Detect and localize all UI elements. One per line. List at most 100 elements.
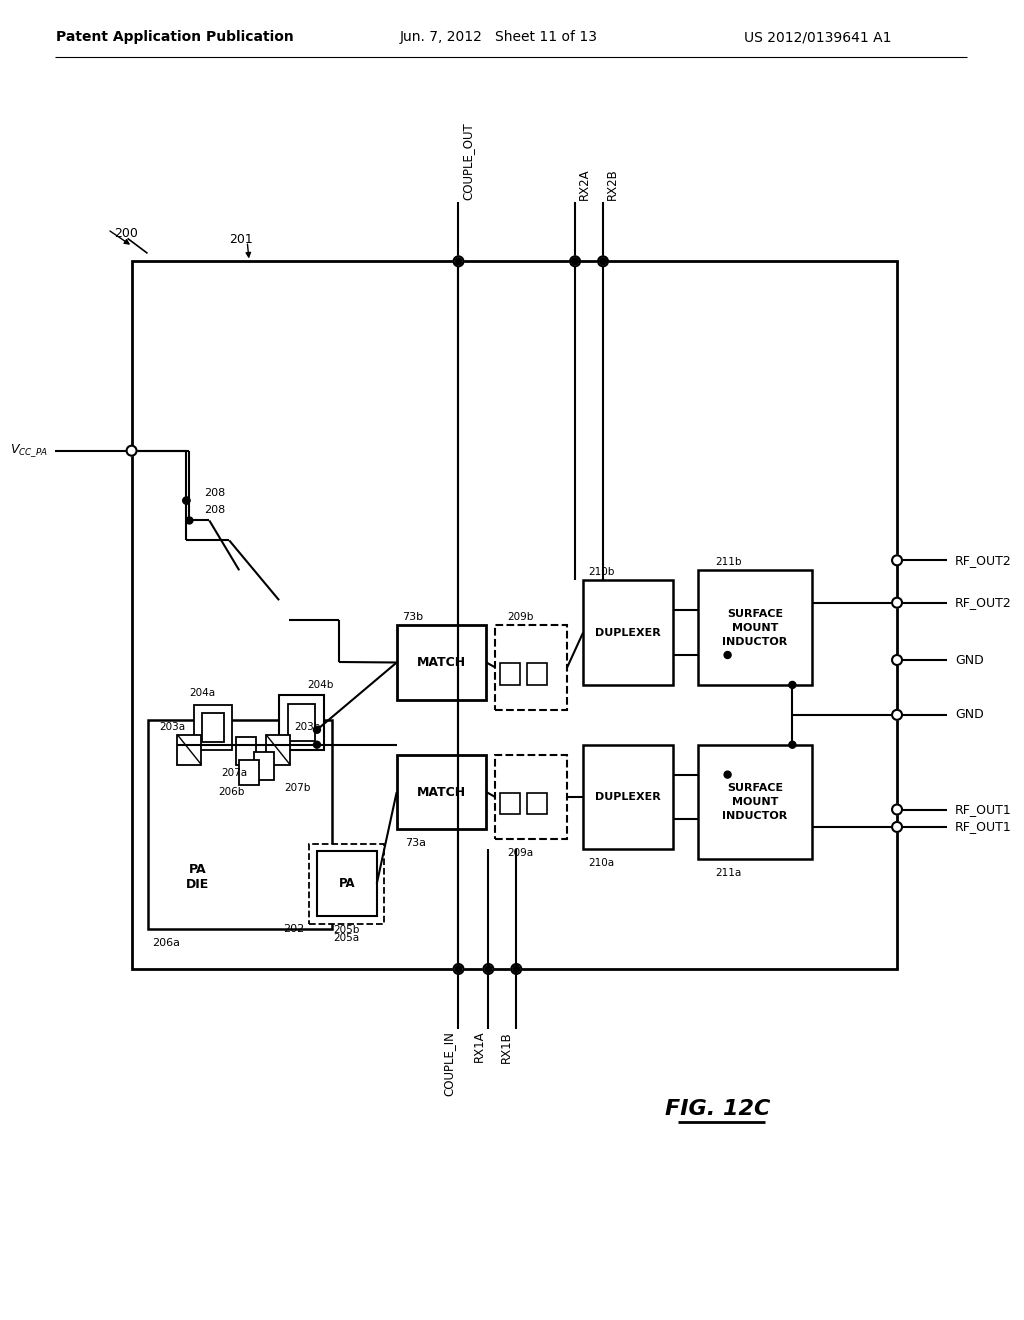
Text: MATCH: MATCH	[417, 785, 466, 799]
Bar	[583, 744, 673, 849]
Text: 205b: 205b	[334, 925, 360, 935]
Text: 206b: 206b	[218, 787, 245, 796]
Bar	[147, 719, 332, 929]
Text: 204a: 204a	[189, 688, 215, 698]
Text: 73b: 73b	[401, 612, 423, 622]
Circle shape	[788, 681, 796, 689]
Text: RX1A: RX1A	[472, 1031, 485, 1063]
Text: 210b: 210b	[588, 568, 614, 577]
Text: COUPLE_OUT: COUPLE_OUT	[462, 121, 474, 199]
Text: PA: PA	[339, 878, 355, 890]
Text: RF_OUT2: RF_OUT2	[954, 597, 1012, 610]
Circle shape	[892, 710, 902, 719]
Circle shape	[513, 965, 520, 973]
Circle shape	[454, 964, 464, 974]
Text: DIE: DIE	[185, 878, 209, 891]
Circle shape	[455, 257, 462, 265]
Circle shape	[313, 742, 321, 748]
Text: 207a: 207a	[221, 768, 247, 777]
Circle shape	[313, 726, 321, 733]
Circle shape	[571, 257, 579, 265]
Circle shape	[598, 256, 608, 267]
Bar	[177, 735, 202, 764]
Text: 208: 208	[205, 506, 225, 516]
Bar	[195, 705, 232, 750]
Text: 205a: 205a	[333, 933, 359, 942]
Text: GND: GND	[954, 653, 984, 667]
Circle shape	[183, 498, 189, 504]
Text: US 2012/0139641 A1: US 2012/0139641 A1	[743, 30, 891, 44]
Circle shape	[483, 964, 494, 974]
Text: 211b: 211b	[716, 557, 742, 568]
Bar	[527, 792, 547, 814]
Text: FIG. 12C: FIG. 12C	[665, 1098, 770, 1118]
Bar	[501, 792, 520, 814]
Text: 206a: 206a	[153, 939, 180, 948]
Circle shape	[186, 517, 193, 524]
Circle shape	[724, 771, 731, 777]
Text: SURFACE: SURFACE	[727, 783, 783, 793]
Text: Patent Application Publication: Patent Application Publication	[55, 30, 293, 44]
Text: DUPLEXER: DUPLEXER	[595, 627, 660, 638]
Bar	[396, 755, 486, 829]
Bar	[317, 851, 377, 916]
Text: 202: 202	[284, 924, 305, 935]
Circle shape	[892, 804, 902, 814]
Bar	[240, 760, 259, 784]
Bar	[237, 737, 256, 764]
Text: RF_OUT2: RF_OUT2	[954, 554, 1012, 566]
Circle shape	[454, 256, 464, 267]
Text: 204b: 204b	[307, 680, 334, 690]
Bar	[288, 704, 315, 741]
Text: INDUCTOR: INDUCTOR	[722, 636, 787, 647]
Text: RX2B: RX2B	[606, 168, 618, 199]
Bar	[697, 570, 812, 685]
Text: COUPLE_IN: COUPLE_IN	[442, 1031, 456, 1096]
Circle shape	[724, 652, 731, 659]
Bar	[396, 626, 486, 700]
Text: SURFACE: SURFACE	[727, 609, 783, 619]
Text: MOUNT: MOUNT	[732, 797, 778, 807]
Text: 203a: 203a	[160, 722, 185, 731]
Circle shape	[127, 446, 136, 455]
Bar	[501, 663, 520, 685]
Bar	[496, 626, 567, 710]
Text: INDUCTOR: INDUCTOR	[722, 810, 787, 821]
Text: DUPLEXER: DUPLEXER	[595, 792, 660, 803]
Text: 200: 200	[115, 227, 138, 240]
Text: PA: PA	[188, 863, 206, 875]
Circle shape	[892, 655, 902, 665]
Bar	[280, 694, 324, 750]
Text: 208: 208	[205, 487, 225, 498]
Text: $V_{CC\_PA}$: $V_{CC\_PA}$	[10, 442, 48, 459]
Bar	[697, 744, 812, 859]
Circle shape	[570, 256, 580, 267]
Circle shape	[788, 742, 796, 748]
Circle shape	[892, 822, 902, 832]
Text: RX2A: RX2A	[579, 168, 591, 199]
Text: 73a: 73a	[404, 838, 426, 849]
Text: 201: 201	[229, 232, 253, 246]
Circle shape	[892, 556, 902, 565]
Circle shape	[511, 964, 521, 974]
Text: 210a: 210a	[588, 858, 614, 869]
Text: RF_OUT1: RF_OUT1	[954, 803, 1012, 816]
Text: RF_OUT1: RF_OUT1	[954, 821, 1012, 833]
Text: 211a: 211a	[716, 869, 741, 878]
Bar	[131, 261, 897, 969]
Text: MATCH: MATCH	[417, 656, 466, 669]
Text: 209b: 209b	[507, 612, 534, 622]
Bar	[309, 845, 384, 924]
Circle shape	[892, 598, 902, 607]
Text: 207b: 207b	[284, 783, 310, 792]
Text: 203b: 203b	[294, 722, 321, 731]
Text: GND: GND	[954, 709, 984, 721]
Bar	[203, 713, 224, 742]
Text: 209a: 209a	[507, 849, 534, 858]
Circle shape	[599, 257, 606, 265]
Bar	[496, 755, 567, 840]
Circle shape	[183, 498, 189, 504]
Bar	[266, 735, 290, 764]
Text: RX1B: RX1B	[501, 1031, 513, 1063]
Bar	[254, 751, 274, 780]
